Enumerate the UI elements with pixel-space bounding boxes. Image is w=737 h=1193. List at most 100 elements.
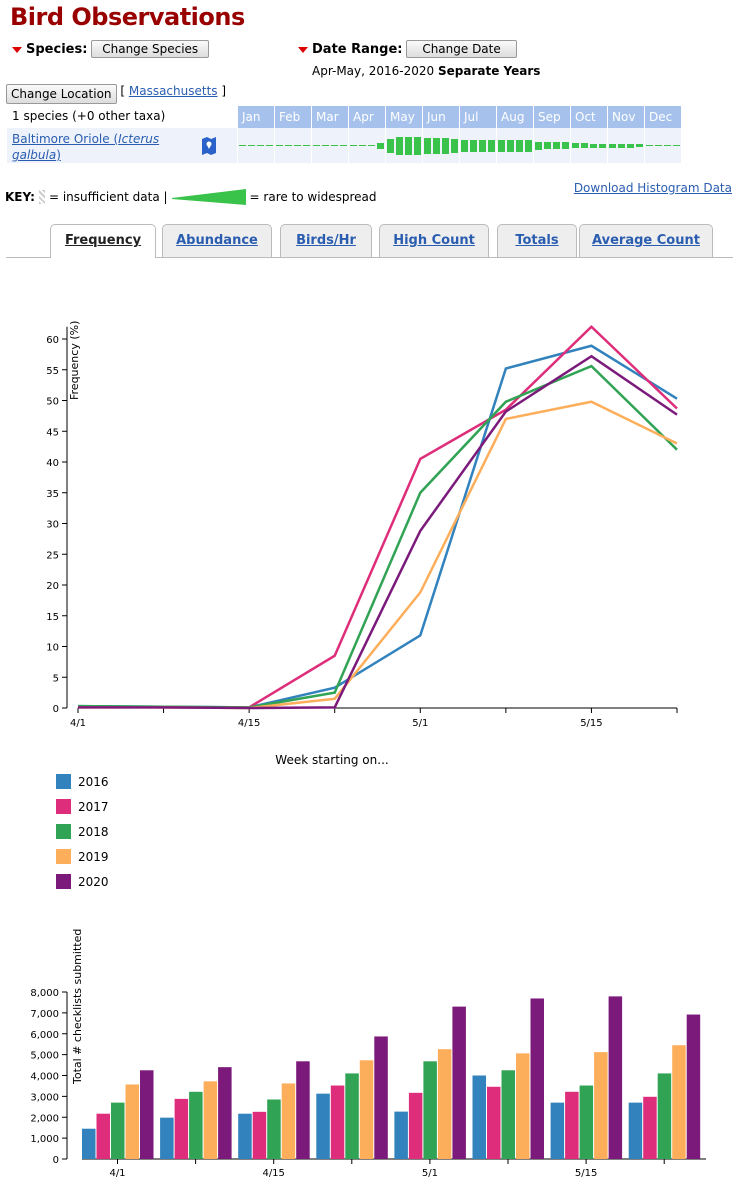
histogram-week [358,128,367,163]
x-tick-label: 5/15 [580,718,602,729]
legend-item-2016: 2016 [56,774,109,789]
histogram-bar [285,145,292,146]
bar-2016-5/1 [394,1111,408,1159]
histogram-week [450,128,459,163]
bar-2016-4/1 [82,1128,96,1159]
y-tick-label: 0 [53,1155,59,1166]
histogram-week [385,128,395,163]
bar-2016-4/8 [160,1117,174,1159]
histogram-bar [590,143,597,148]
histogram-week [265,128,274,163]
bar-2018-4/1 [111,1102,125,1159]
histogram-week [469,128,478,163]
histogram-bar [387,138,394,153]
histogram-bar [664,145,671,146]
y-tick-label: 20 [46,581,59,592]
x-tick-label: 5/1 [412,718,428,729]
histogram-bar [599,143,606,148]
tab-totals[interactable]: Totals [497,224,577,257]
y-tick-label: 60 [46,335,59,346]
bar-2020-5/22 [686,1014,701,1159]
histogram-bar [488,139,495,152]
bar-2016-5/15 [550,1102,565,1159]
page-title: Bird Observations [10,3,245,31]
x-tick-label: 4/1 [70,718,86,729]
histogram-bar [377,142,384,149]
tab-birds-hr[interactable]: Birds/Hr [280,224,372,257]
histogram-week [247,128,256,163]
y-tick-label: 2,000 [30,1113,59,1124]
series-line-2016 [77,344,678,709]
histogram-bar [461,139,468,152]
legend-item-2018: 2018 [56,824,109,839]
histogram-bar [636,144,643,147]
histogram-bar [414,136,421,155]
tab-frequency[interactable]: Frequency [50,224,156,258]
bar-2020-4/1 [140,1070,154,1159]
histogram-week [422,128,432,163]
histogram-week [496,128,506,163]
bar-2020-5/8 [530,998,544,1159]
change-species-button[interactable]: Change Species [91,40,210,58]
bar-2018-5/1 [423,1061,437,1159]
legend-swatch [56,774,71,789]
month-header: Jan Feb Mar Apr May Jun Jul Aug Sep Oct Nov Dec [237,106,681,128]
histogram-week [617,128,626,163]
y-tick-label: 8,000 [30,988,59,999]
change-location-button[interactable]: Change Location [6,84,117,104]
histogram-week [589,128,598,163]
tab-high-count[interactable]: High Count [379,224,489,257]
histogram-bar [451,138,458,153]
date-range: Apr-May, 2016-2020 [312,64,435,78]
species-link-close[interactable]: ) [56,148,61,162]
histogram-week [404,128,413,163]
change-date-button[interactable]: Change Date [406,40,517,58]
histogram-bar [322,145,329,146]
month-jan: Jan [237,106,274,128]
histogram-week [654,128,663,163]
x-axis-label: Week starting on... [275,753,388,767]
histogram-bar [535,141,542,150]
y-tick-label: 10 [46,643,59,654]
bar-2018-4/22 [345,1073,359,1159]
legend-label: 2016 [78,774,109,789]
histogram-week [459,128,469,163]
collapse-triangle-icon[interactable] [12,46,22,53]
tab-abundance[interactable]: Abundance [162,224,272,257]
map-pin-icon[interactable] [201,136,217,155]
bar-2019-5/1 [437,1049,452,1159]
histogram-week [376,128,385,163]
histogram-bar [368,145,375,146]
x-tick-label: 4/15 [262,1168,284,1179]
download-histogram-link[interactable]: Download Histogram Data [573,181,732,195]
histogram-bar [266,145,273,146]
y-tick-label: 0 [53,704,59,715]
y-tick-label: 4,000 [30,1072,59,1083]
species-scientific-name[interactable]: Icterus galbula [12,132,160,162]
legend-swatch [56,849,71,864]
bar-2019-5/22 [672,1045,686,1159]
location-link[interactable]: Massachusetts [128,84,218,98]
species-link[interactable]: Baltimore Oriole (Icterus galbula) [12,131,197,163]
bar-2019-5/15 [594,1052,608,1159]
collapse-triangle-icon[interactable] [298,46,308,53]
histogram-bar [442,137,449,154]
month-sep: Sep [533,106,570,128]
date-mode: Separate Years [438,64,541,78]
month-oct: Oct [570,106,607,128]
legend-item-2020: 2020 [56,874,109,889]
y-tick-label: 7,000 [30,1009,59,1020]
histogram-bar [516,139,523,152]
species-common-name[interactable]: Baltimore Oriole ( [12,132,119,146]
insufficient-data-swatch [38,190,45,204]
histogram-week [478,128,487,163]
bar-2019-4/8 [203,1081,218,1159]
month-jul: Jul [459,106,496,128]
tab-average-count[interactable]: Average Count [579,224,713,257]
histogram-bar [239,145,246,146]
key-label: KEY: [5,190,35,204]
month-jun: Jun [422,106,459,128]
month-nov: Nov [607,106,644,128]
bar-2017-5/8 [487,1086,501,1159]
legend-label: 2019 [78,849,109,864]
